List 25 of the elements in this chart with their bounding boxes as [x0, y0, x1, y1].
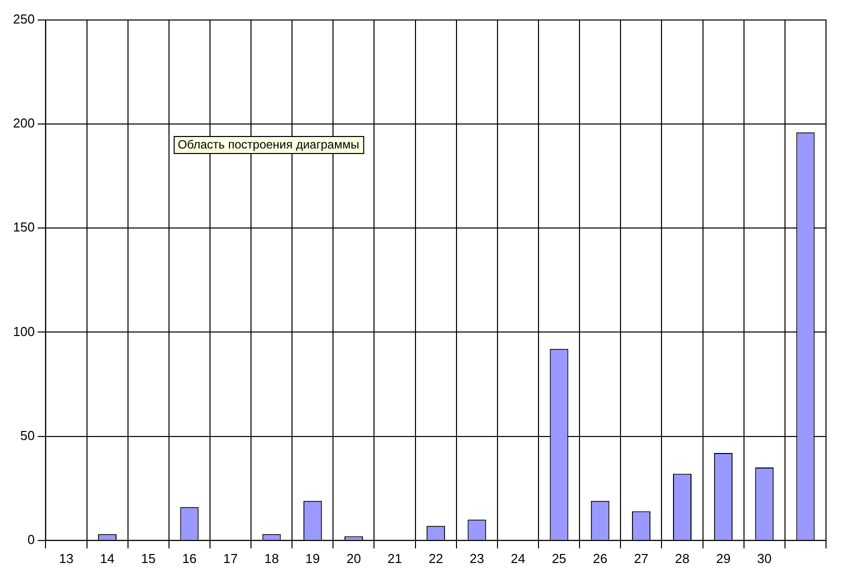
x-tick-label: 15 [141, 550, 156, 566]
x-tick-label: 24 [510, 550, 526, 566]
x-tick-label: 20 [346, 550, 361, 566]
y-tick-label: 200 [12, 116, 35, 131]
x-tick-label: 26 [592, 550, 608, 566]
x-tick-label: 25 [552, 550, 566, 566]
x-tick-label: 30 [757, 550, 772, 566]
x-tick-label: 22 [428, 550, 444, 566]
annotation: Область построения диаграммы [178, 137, 360, 152]
x-tick-label: 19 [305, 550, 320, 566]
y-tick-label: 150 [12, 220, 35, 235]
y-tick-label: 0 [27, 532, 35, 547]
x-tick-label: 18 [264, 550, 279, 566]
x-tick-label: 28 [675, 550, 690, 566]
x-tick-label: 16 [182, 550, 197, 566]
x-tick-label: 29 [716, 550, 731, 566]
x-tick-label: 13 [58, 550, 74, 566]
x-tick-label: 27 [634, 550, 648, 566]
y-tick-label: 50 [20, 428, 35, 443]
y-tick-label: 100 [12, 324, 35, 339]
x-tick-label: 23 [470, 550, 484, 566]
x-tick-label: 17 [223, 550, 238, 566]
x-tick-label: 14 [100, 550, 115, 566]
x-tick-label: 21 [388, 550, 402, 566]
y-tick-label: 250 [12, 12, 35, 27]
